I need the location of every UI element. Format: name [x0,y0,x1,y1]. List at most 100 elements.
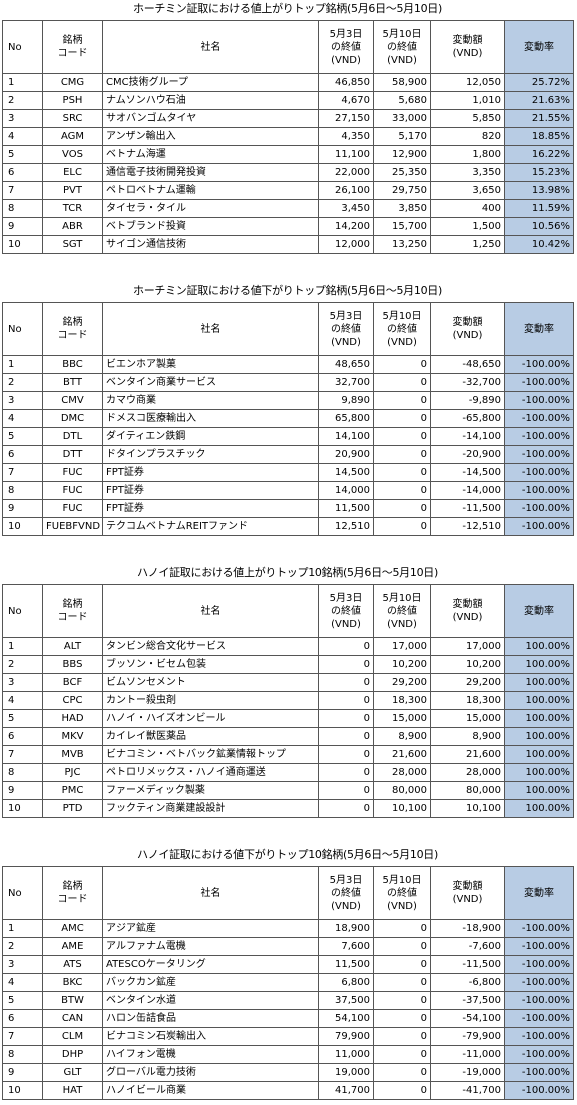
cell-no: 7 [2,463,43,482]
cell-may10-close: 0 [373,373,431,392]
cell-may10-close: 12,900 [373,145,431,164]
cell-no: 2 [2,373,43,392]
cell-change: 8,900 [430,727,505,746]
header-no: No [2,584,43,638]
cell-change: 80,000 [430,781,505,800]
cell-change: -48,650 [430,355,505,374]
cell-rate: -100.00% [504,955,574,974]
cell-may10-close: 29,200 [373,673,431,692]
cell-change: 5,850 [430,109,505,128]
cell-no: 2 [2,937,43,956]
header-code-line: コード [57,894,88,905]
cell-may10-close: 0 [373,937,431,956]
cell-rate: -100.00% [504,481,574,500]
cell-name: カマウ商業 [102,391,319,410]
header-may3-line: の終値 [331,323,361,335]
cell-code: FUC [42,481,103,500]
cell-rate: -100.00% [504,1027,574,1046]
header-code-line: コード [57,48,88,59]
cell-change: -12,510 [430,517,505,536]
cell-no: 10 [2,799,43,818]
header-code-line: 銘柄 [62,35,83,46]
cell-name: ビエンホア製菓 [102,355,319,374]
cell-name: タンビン総合文化サービス [102,637,319,656]
header-may10-line: 5月10日 [382,310,422,322]
table-row: 7 FUC FPT証券 14,500 0 -14,500 -100.00% [2,463,574,482]
cell-may3-close: 19,000 [318,1063,374,1082]
header-row: No 銘柄 コード 社名 5月3日 の終値 (VND) [2,302,574,356]
cell-may10-close: 5,170 [373,127,431,146]
cell-no: 5 [2,427,43,446]
table-row: 6 ELC 通信電子技術開発投資 22,000 25,350 3,350 15.… [2,163,574,182]
cell-name: ベトブランド投資 [102,217,319,236]
cell-no: 1 [2,919,43,938]
header-rate-label: 変動率 [524,41,554,53]
cell-may3-close: 27,150 [318,109,374,128]
table-row: 7 CLM ビナコミン石炭輸出入 79,900 0 -79,900 -100.0… [2,1027,574,1046]
cell-name: ベンタイン水道 [102,991,319,1010]
cell-no: 9 [2,1063,43,1082]
cell-code: DTL [42,427,103,446]
cell-rate: 100.00% [504,799,574,818]
cell-name: グローバル電力技術 [102,1063,319,1082]
header-change: 変動額 (VND) [430,20,505,74]
cell-code: SRC [42,109,103,128]
cell-may10-close: 0 [373,445,431,464]
cell-may3-close: 46,850 [318,73,374,92]
cell-change: 17,000 [430,637,505,656]
cell-no: 3 [2,109,43,128]
cell-change: -19,000 [430,1063,505,1082]
cell-change: -7,600 [430,937,505,956]
cell-name: フックティン商業建設設計 [102,799,319,818]
cell-code: HAD [42,709,103,728]
cell-may3-close: 0 [318,745,374,764]
table-row: 4 BKC バックカン鉱産 6,800 0 -6,800 -100.00% [2,973,574,992]
table-body: 1 AMC アジア鉱産 18,900 0 -18,900 -100.00% 2 … [2,919,574,1100]
cell-change: -65,800 [430,409,505,428]
cell-rate: 15.23% [504,163,574,182]
cell-rate: -100.00% [504,427,574,446]
cell-may10-close: 0 [373,1045,431,1064]
cell-rate: 16.22% [504,145,574,164]
cell-may3-close: 9,890 [318,391,374,410]
cell-code: DMC [42,409,103,428]
cell-no: 3 [2,673,43,692]
cell-no: 6 [2,163,43,182]
cell-may10-close: 21,600 [373,745,431,764]
cell-name: FPT証券 [102,499,319,518]
header-may3-line: の終値 [331,41,361,53]
table-body: 1 CMG CMC技術グループ 46,850 58,900 12,050 25.… [2,73,574,254]
cell-change: 1,800 [430,145,505,164]
table-row: 4 AGM アンザン輸出入 4,350 5,170 820 18.85% [2,127,574,146]
cell-name: ハロン缶詰食品 [102,1009,319,1028]
cell-no: 7 [2,745,43,764]
cell-may10-close: 5,680 [373,91,431,110]
header-code-line: コード [57,612,88,623]
cell-may3-close: 12,510 [318,517,374,536]
cell-change: 12,050 [430,73,505,92]
cell-code: PSH [42,91,103,110]
cell-no: 9 [2,217,43,236]
header-change-line: (VND) [452,894,483,905]
cell-rate: 100.00% [504,727,574,746]
cell-rate: 100.00% [504,781,574,800]
cell-rate: 100.00% [504,691,574,710]
table-row: 1 BBC ビエンホア製菓 48,650 0 -48,650 -100.00% [2,355,574,374]
cell-change: 820 [430,127,505,146]
ranking-section: ハノイ証取における値下がりトップ10銘柄(5月6日〜5月10日) No 銘柄 [2,846,574,1100]
cell-change: 29,200 [430,673,505,692]
cell-may3-close: 65,800 [318,409,374,428]
cell-name: ペトロベトナム運輸 [102,181,319,200]
header-code: 銘柄 コード [42,302,103,356]
cell-may10-close: 80,000 [373,781,431,800]
header-change-line: (VND) [452,48,483,59]
header-change: 変動額 (VND) [430,584,505,638]
cell-change: 1,010 [430,91,505,110]
cell-rate: 100.00% [504,637,574,656]
table-row: 9 FUC FPT証券 11,500 0 -11,500 -100.00% [2,499,574,518]
cell-may3-close: 0 [318,673,374,692]
cell-change: -79,900 [430,1027,505,1046]
table-row: 10 HAT ハノイビール商業 41,700 0 -41,700 -100.00… [2,1081,574,1100]
table-row: 9 PMC ファーメディック製薬 0 80,000 80,000 100.00% [2,781,574,800]
cell-name: ベトナム海運 [102,145,319,164]
